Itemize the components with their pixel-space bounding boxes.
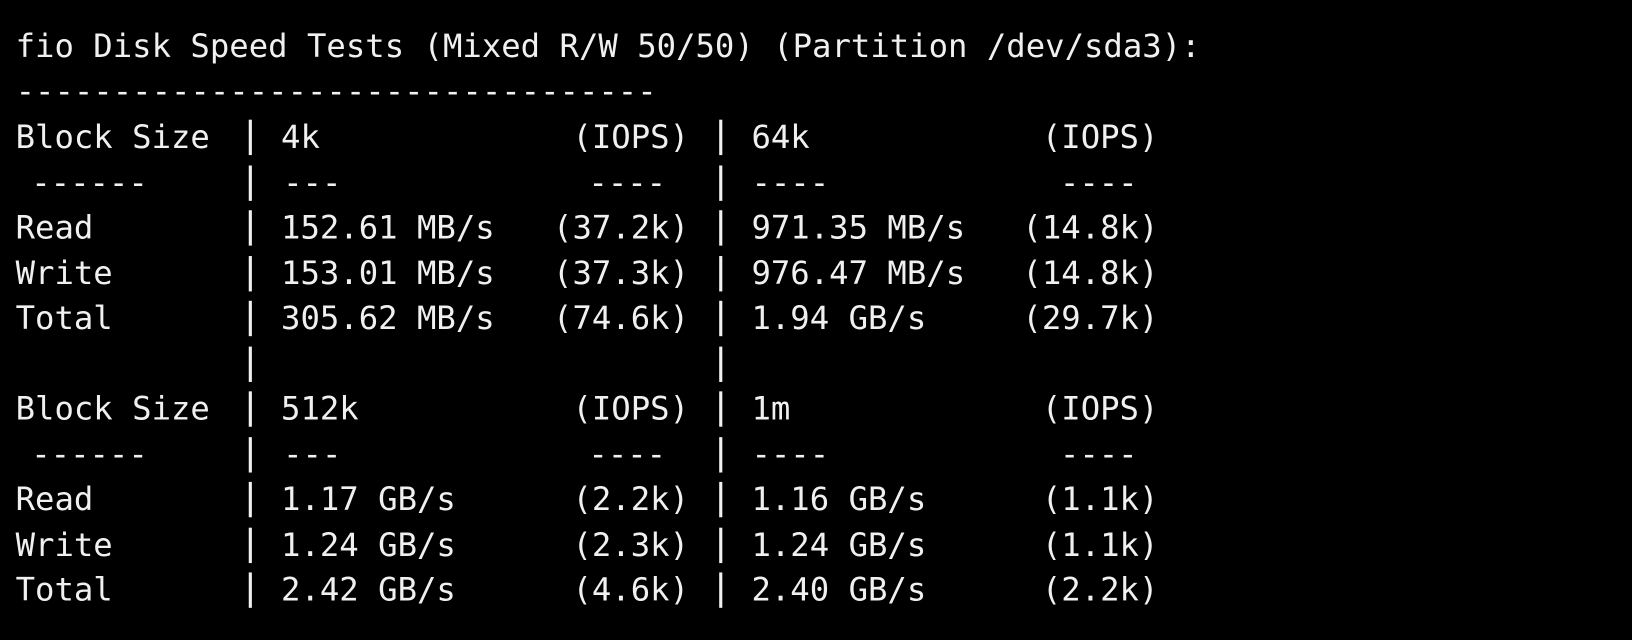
- header-rule: ----: [588, 163, 667, 202]
- table-cell: 1.16 GB/s: [751, 480, 927, 519]
- column-divider: [248, 346, 252, 382]
- table-cell: 305.62 MB/s: [281, 299, 495, 338]
- table-cell: 152.61 MB/s: [281, 209, 495, 247]
- table-header-cell: Block Size: [15, 118, 210, 157]
- row-label: Total: [15, 571, 113, 609]
- table-cell: (14.8k): [1022, 254, 1159, 292]
- header-rule: ---: [283, 163, 342, 202]
- column-divider: [248, 119, 252, 156]
- header-rule: ----: [588, 435, 667, 474]
- column-divider: [719, 436, 723, 473]
- column-divider: [248, 481, 252, 518]
- table-header-cell: 64k: [751, 118, 810, 157]
- column-divider: [248, 527, 252, 563]
- column-divider: [719, 119, 723, 156]
- table-header-cell: 1m: [751, 390, 791, 428]
- table-cell: (37.2k): [553, 209, 690, 247]
- row-label: Read: [15, 480, 94, 519]
- table-header-cell: Block Size: [15, 390, 210, 428]
- table-cell: 971.35 MB/s: [751, 209, 966, 247]
- table-cell: 1.24 GB/s: [281, 526, 456, 564]
- table-cell: 2.42 GB/s: [281, 571, 456, 609]
- column-divider: [719, 527, 723, 563]
- title: fio Disk Speed Tests (Mixed R/W 50/50) (…: [15, 28, 1201, 66]
- column-divider: [719, 346, 723, 382]
- column-divider: [248, 255, 252, 291]
- column-divider: [248, 391, 252, 427]
- table-cell: (2.3k): [572, 526, 690, 564]
- table-cell: (29.7k): [1022, 299, 1159, 338]
- column-divider: [719, 481, 723, 518]
- table-header-cell: (IOPS): [572, 390, 690, 428]
- table-header-cell: (IOPS): [572, 118, 690, 157]
- table-cell: (2.2k): [572, 480, 690, 519]
- table-cell: (37.3k): [553, 254, 690, 292]
- separator: ---------------------------------: [15, 72, 657, 111]
- column-divider: [248, 572, 252, 608]
- column-divider: [248, 210, 252, 246]
- table-cell: 1.17 GB/s: [281, 480, 456, 519]
- table-cell: 2.40 GB/s: [751, 571, 927, 609]
- column-divider: [719, 210, 723, 246]
- table-cell: (1.1k): [1041, 526, 1159, 564]
- header-rule: ----: [1059, 163, 1138, 202]
- table-cell: (4.6k): [572, 571, 690, 609]
- table-cell: (74.6k): [553, 299, 690, 338]
- row-label: Write: [15, 254, 113, 292]
- table-header-cell: 512k: [281, 390, 359, 428]
- table-header-cell: (IOPS): [1041, 390, 1159, 428]
- table-header-cell: 4k: [281, 118, 320, 157]
- header-rule: ----: [751, 435, 830, 474]
- table-cell: 976.47 MB/s: [751, 254, 966, 292]
- row-label: Write: [15, 526, 113, 564]
- column-divider: [248, 436, 252, 473]
- column-divider: [248, 164, 252, 201]
- header-rule: ------: [31, 435, 148, 474]
- column-divider: [719, 164, 723, 201]
- table-cell: (14.8k): [1022, 209, 1159, 247]
- table-cell: 153.01 MB/s: [281, 254, 495, 292]
- row-label: Total: [15, 299, 113, 338]
- table-cell: 1.24 GB/s: [751, 526, 927, 564]
- column-divider: [719, 391, 723, 427]
- column-divider: [719, 300, 723, 337]
- header-rule: ----: [1059, 435, 1138, 474]
- column-divider: [248, 300, 252, 337]
- table-cell: (1.1k): [1041, 480, 1159, 519]
- table-header-cell: (IOPS): [1041, 118, 1159, 157]
- column-divider: [719, 572, 723, 608]
- header-rule: ---: [283, 435, 342, 474]
- header-rule: ------: [31, 163, 148, 202]
- table-cell: (2.2k): [1041, 571, 1159, 609]
- column-divider: [719, 255, 723, 291]
- table-cell: 1.94 GB/s: [751, 299, 927, 338]
- header-rule: ----: [751, 163, 830, 202]
- row-label: Read: [15, 209, 94, 247]
